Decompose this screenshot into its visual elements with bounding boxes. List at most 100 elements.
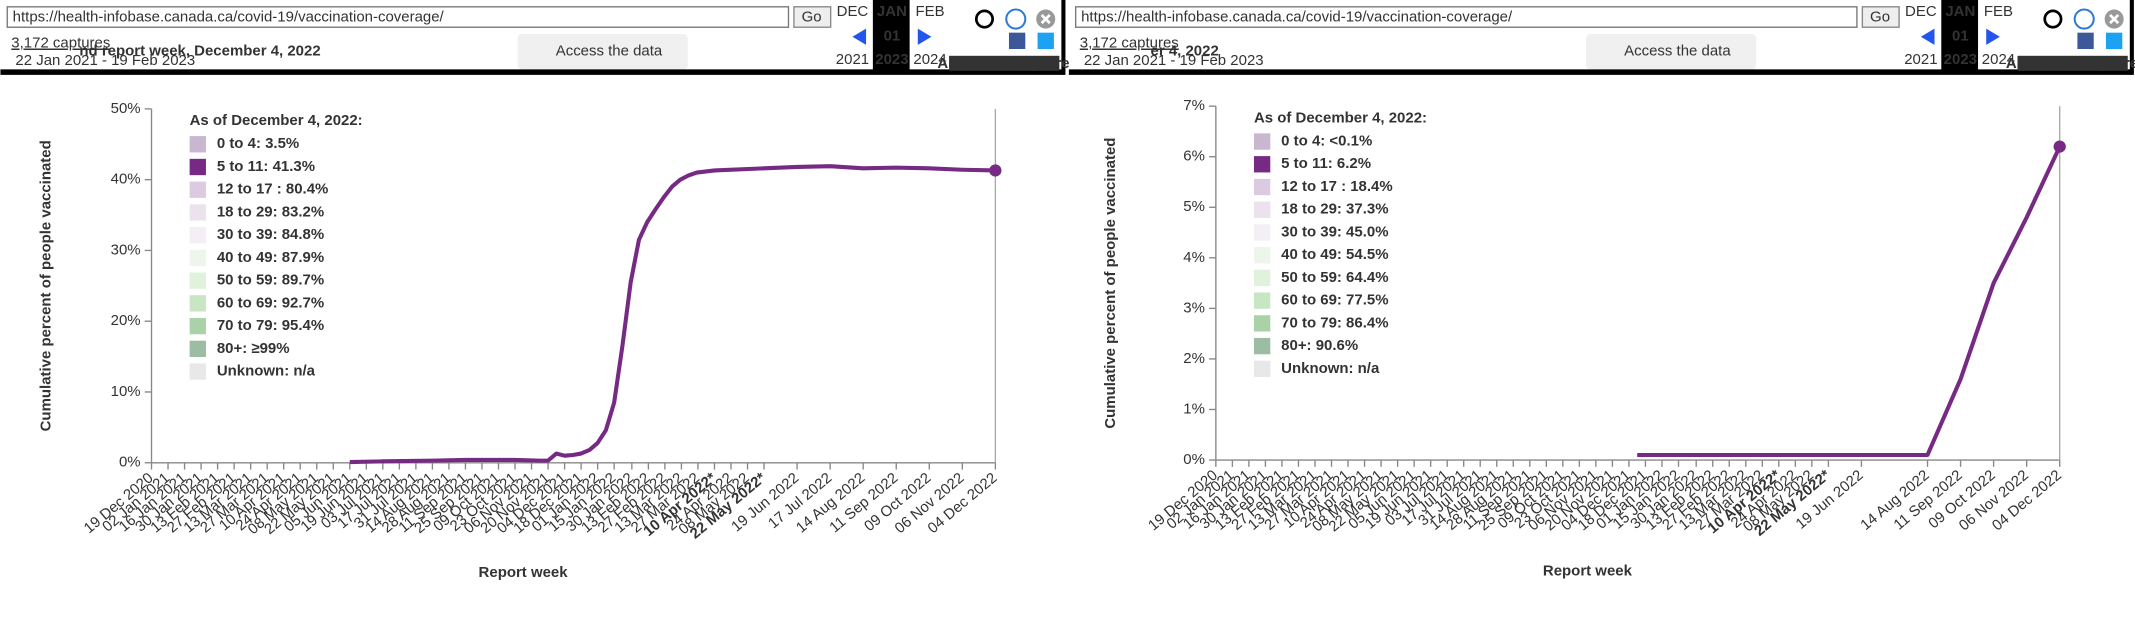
legend-label[interactable]: 50 to 59: 64.4%: [1281, 269, 1388, 286]
y-tick-label: 1%: [1183, 400, 1205, 417]
url-field[interactable]: [6, 6, 790, 28]
next-arrow[interactable]: [1986, 28, 2000, 45]
legend-swatch[interactable]: [189, 181, 206, 198]
legend-swatch[interactable]: [1253, 201, 1271, 218]
year-label: 2023: [1944, 51, 1977, 68]
x-axis-title: Report week: [1543, 563, 1633, 580]
go-button[interactable]: [793, 6, 832, 28]
legend-swatch[interactable]: [1253, 156, 1271, 173]
page-heading: nd report week, December 4, 2022: [79, 43, 320, 60]
about-box[interactable]: [949, 55, 1060, 71]
legend-label[interactable]: 12 to 17 : 18.4%: [1281, 178, 1392, 195]
legend-swatch[interactable]: [1253, 178, 1271, 196]
user-icon[interactable]: [974, 9, 995, 29]
legend-label[interactable]: 40 to 49: 87.9%: [217, 249, 324, 266]
current-month-box: [872, 0, 910, 71]
next-arrow[interactable]: [917, 28, 932, 45]
help-icon[interactable]: [2073, 8, 2095, 30]
legend-title: As of December 4, 2022:: [190, 112, 363, 129]
legend-swatch[interactable]: [1253, 315, 1271, 332]
legend-label[interactable]: Unknown: n/a: [217, 363, 316, 380]
legend-title: As of December 4, 2022:: [1254, 109, 1427, 126]
legend-label[interactable]: 70 to 79: 86.4%: [1281, 314, 1388, 331]
legend-swatch[interactable]: [189, 340, 206, 358]
legend-label[interactable]: 30 to 39: 45.0%: [1281, 223, 1388, 240]
facebook-icon[interactable]: [1008, 32, 1026, 49]
legend-label[interactable]: 0 to 4: <0.1%: [1281, 133, 1372, 150]
legend-swatch[interactable]: [1253, 247, 1271, 264]
legend-label[interactable]: 18 to 29: 83.2%: [217, 203, 324, 220]
y-tick-label: 10%: [111, 383, 141, 400]
legend-label[interactable]: 5 to 11: 6.2%: [1281, 155, 1371, 172]
y-tick-label: 20%: [111, 312, 141, 329]
legend-label[interactable]: 40 to 49: 54.5%: [1281, 246, 1388, 263]
y-tick-label: 0%: [119, 454, 141, 471]
user-icon[interactable]: [2043, 9, 2063, 29]
page-heading: er 4, 2022: [1151, 43, 1219, 60]
facebook-icon[interactable]: [2077, 32, 2094, 49]
url-field[interactable]: [1074, 6, 1858, 28]
about-box[interactable]: [2017, 55, 2128, 71]
month-label[interactable]: DEC: [837, 3, 869, 20]
legend-label[interactable]: 5 to 11: 41.3%: [217, 158, 315, 175]
month-label: JAN: [877, 3, 907, 20]
y-tick-label: 2%: [1183, 350, 1205, 367]
legend-swatch[interactable]: [189, 249, 206, 267]
y-tick-label: 3%: [1183, 299, 1205, 316]
y-tick-label: 7%: [1183, 97, 1205, 114]
y-tick-label: 50%: [111, 100, 141, 117]
legend-label[interactable]: 50 to 59: 89.7%: [217, 272, 324, 289]
x-axis-title: Report week: [479, 564, 569, 581]
legend-swatch[interactable]: [189, 227, 206, 244]
legend-label[interactable]: 80+: 90.6%: [1281, 337, 1358, 354]
day-label: 01: [884, 28, 901, 45]
month-label: JAN: [1945, 3, 1975, 20]
legend-label[interactable]: 70 to 79: 95.4%: [217, 317, 324, 334]
legend-swatch[interactable]: [189, 204, 206, 221]
legend-label[interactable]: 80+: ≥99%: [217, 340, 290, 357]
legend-swatch[interactable]: [189, 295, 206, 312]
legend-swatch[interactable]: [1253, 224, 1271, 241]
legend-label[interactable]: 60 to 69: 77.5%: [1281, 292, 1388, 309]
month-label[interactable]: FEB: [915, 3, 944, 20]
y-tick-label: 0%: [1183, 451, 1205, 468]
close-x: [1040, 14, 1051, 25]
legend-label[interactable]: 0 to 4: 3.5%: [217, 135, 299, 152]
prev-arrow[interactable]: [852, 28, 867, 45]
day-label: 01: [1952, 28, 1969, 45]
captures-link[interactable]: 3,172 captures: [1080, 35, 1179, 52]
legend-label[interactable]: 18 to 29: 37.3%: [1281, 201, 1388, 218]
twitter-icon[interactable]: [1037, 32, 1054, 49]
access-label: Access the data: [1624, 43, 1731, 60]
legend-swatch[interactable]: [1253, 133, 1271, 150]
legend-swatch[interactable]: [1253, 337, 1271, 355]
prev-arrow[interactable]: [1920, 28, 1935, 45]
legend-label[interactable]: 60 to 69: 92.7%: [217, 294, 324, 311]
url-text: https://health-infobase.canada.ca/covid-…: [13, 9, 445, 26]
legend-swatch[interactable]: [189, 317, 206, 335]
legend-swatch[interactable]: [189, 272, 206, 289]
month-label[interactable]: FEB: [1984, 3, 2013, 20]
legend-swatch[interactable]: [189, 363, 206, 380]
legend-label[interactable]: 30 to 39: 84.8%: [217, 226, 324, 243]
legend-swatch[interactable]: [189, 158, 206, 176]
legend-swatch[interactable]: [1253, 269, 1271, 287]
access-button: [1586, 34, 1757, 70]
series-line: [349, 164, 996, 465]
help-icon[interactable]: [1005, 8, 1027, 30]
month-label[interactable]: DEC: [1905, 3, 1937, 20]
end-marker: [2053, 140, 2066, 153]
year-label[interactable]: 2021: [836, 51, 869, 68]
year-label[interactable]: 2021: [1904, 51, 1937, 68]
legend-swatch[interactable]: [1253, 360, 1271, 378]
captures-link[interactable]: 3,172 captures: [11, 35, 110, 52]
legend-label[interactable]: 12 to 17 : 80.4%: [217, 181, 328, 198]
twitter-icon[interactable]: [2105, 32, 2123, 49]
legend-swatch[interactable]: [1253, 292, 1271, 309]
y-tick-label: 6%: [1183, 148, 1205, 165]
y-axis-title: Cumulative percent of people vaccinated: [1102, 138, 1119, 429]
legend-swatch[interactable]: [189, 136, 206, 153]
legend-label[interactable]: Unknown: n/a: [1281, 360, 1380, 377]
go-button[interactable]: [1861, 6, 1900, 28]
